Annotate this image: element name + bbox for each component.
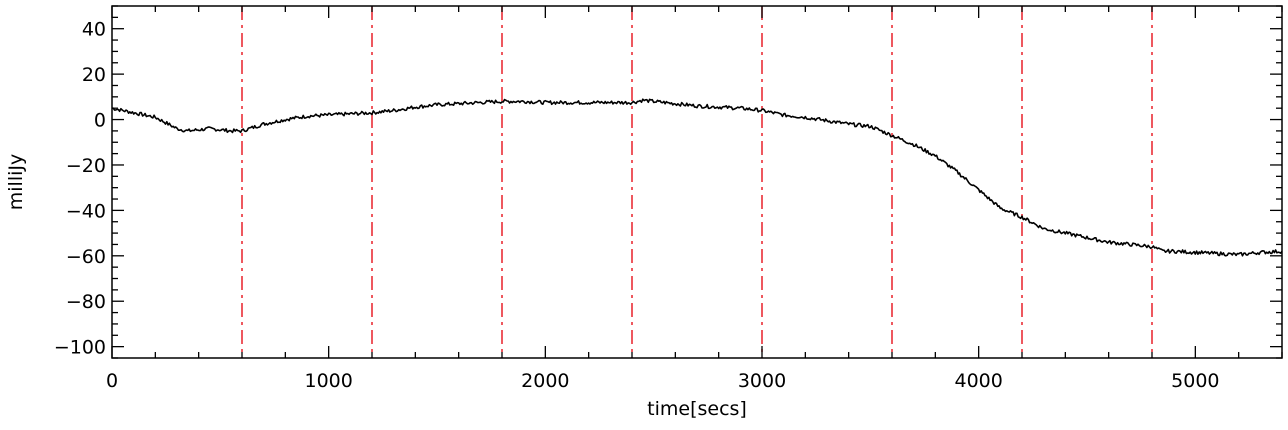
x-tick-label: 3000 xyxy=(738,370,786,392)
x-tick-label: 0 xyxy=(106,370,118,392)
y-tick-label: −100 xyxy=(54,337,106,359)
y-tick-label: −20 xyxy=(66,155,106,177)
x-tick-label: 4000 xyxy=(954,370,1002,392)
x-tick-label: 1000 xyxy=(304,370,352,392)
x-tick-label: 2000 xyxy=(521,370,569,392)
plot-frame xyxy=(111,5,1283,359)
y-tick-label: −40 xyxy=(66,200,106,222)
x-axis-title: time[secs] xyxy=(647,398,747,420)
y-tick-label: 20 xyxy=(82,64,106,86)
y-tick-label: 0 xyxy=(94,110,106,132)
axis-ticks xyxy=(111,5,1283,359)
y-tick-label: −60 xyxy=(66,246,106,268)
y-tick-label: −80 xyxy=(66,291,106,313)
vertical-marker-lines xyxy=(241,6,1153,358)
x-tick-label: 5000 xyxy=(1171,370,1219,392)
series-line xyxy=(112,98,1283,257)
y-axis-title: milliJy xyxy=(5,154,27,210)
tick-labels: 0 1000 2000 3000 4000 5000 40 20 0 −20 −40 −60 −80 −1… xyxy=(54,19,1220,392)
y-tick-label: 40 xyxy=(82,19,106,41)
